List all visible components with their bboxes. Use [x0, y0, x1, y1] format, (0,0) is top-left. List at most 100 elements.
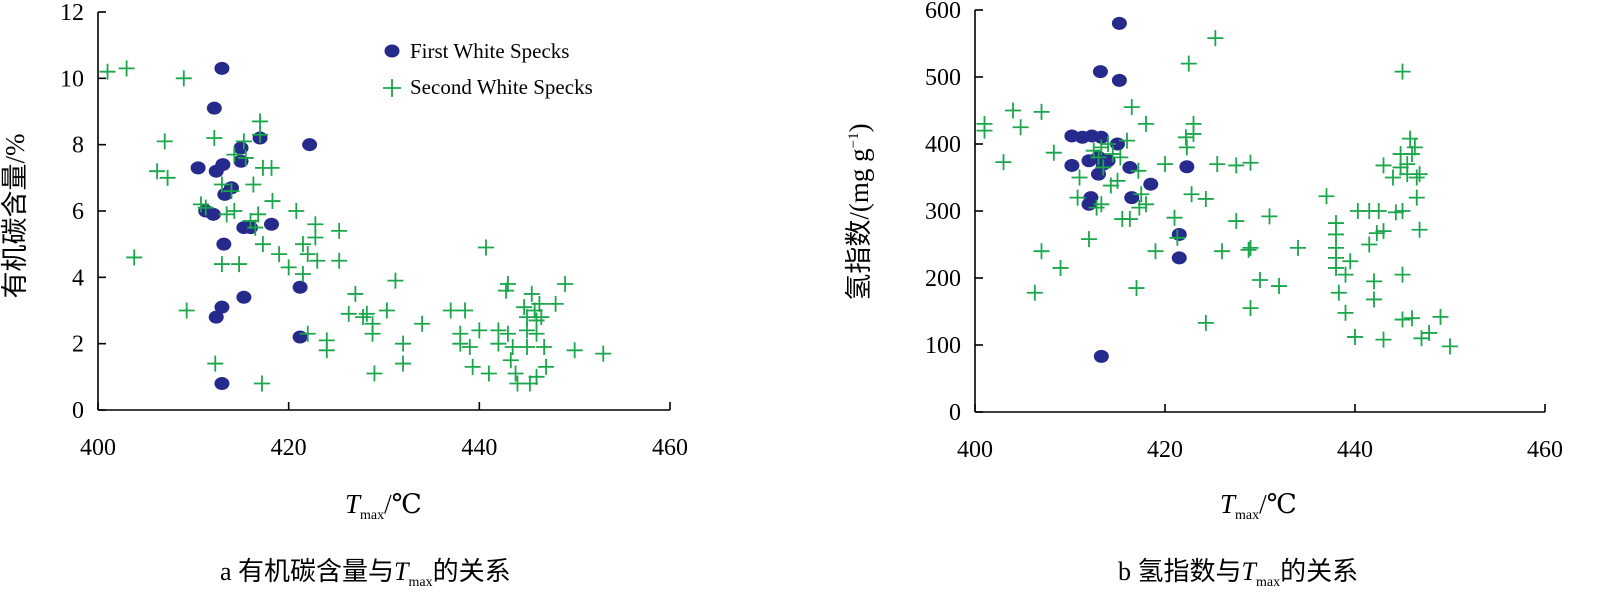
second-white-specks-point — [1411, 221, 1428, 238]
legend-first-marker — [384, 44, 400, 58]
second-white-specks-point — [1052, 259, 1069, 276]
second-white-specks-point — [213, 176, 230, 193]
y-tick-label: 6 — [72, 199, 84, 225]
second-white-specks-point — [1012, 119, 1029, 136]
second-white-specks-point — [536, 338, 553, 355]
chart-b-x-axis-label: Tmax/℃ — [1220, 489, 1297, 523]
second-white-specks-point — [1330, 284, 1347, 301]
second-white-specks-point — [355, 309, 372, 326]
chart-b-caption: b 氢指数与Tmax的关系 — [1118, 557, 1358, 590]
second-white-specks-point — [461, 338, 478, 355]
second-white-specks-point — [1432, 308, 1449, 325]
second-white-specks-point — [1347, 328, 1363, 345]
x-tick-label: 400 — [80, 435, 116, 461]
first-white-specks-point — [1171, 251, 1187, 265]
first-white-specks-point — [1083, 191, 1099, 205]
second-white-specks-point — [1328, 226, 1344, 243]
y-tick-label: 200 — [925, 266, 961, 292]
second-white-specks-point — [516, 299, 533, 316]
second-white-specks-point — [387, 272, 404, 289]
first-white-specks-point — [302, 138, 318, 152]
second-white-specks-point — [1026, 284, 1043, 301]
first-white-specks-point — [1122, 160, 1138, 174]
second-white-specks-point — [1318, 188, 1335, 205]
second-white-specks-point — [1394, 203, 1411, 219]
y-tick-label: 4 — [72, 265, 84, 291]
second-white-specks-point — [531, 295, 548, 312]
second-white-specks-point — [452, 335, 469, 352]
second-white-specks-point — [471, 322, 488, 339]
second-white-specks-point — [1045, 144, 1062, 161]
second-white-specks-point — [218, 206, 235, 223]
second-white-specks-point — [1119, 132, 1135, 149]
second-white-specks-point — [226, 146, 243, 163]
first-white-specks-point — [205, 207, 221, 221]
second-white-specks-point — [263, 159, 280, 176]
second-white-specks-point — [414, 315, 431, 332]
second-white-specks-point — [1104, 146, 1121, 163]
second-white-specks-point — [235, 133, 252, 150]
first-white-specks-point — [215, 158, 231, 172]
second-white-specks-point — [538, 358, 555, 375]
second-white-specks-point — [1404, 310, 1420, 327]
second-white-specks-point — [213, 256, 230, 273]
second-white-specks-point — [478, 239, 495, 256]
legend-second-marker — [383, 79, 401, 97]
first-white-specks-point — [214, 376, 230, 390]
second-white-specks-point — [299, 325, 316, 342]
first-white-specks-point — [1143, 177, 1159, 191]
second-white-specks-point — [1392, 159, 1409, 176]
second-white-specks-point — [1209, 156, 1226, 173]
second-white-specks-point — [1342, 253, 1359, 270]
second-white-specks-point — [1180, 55, 1197, 72]
first-white-specks-point — [208, 310, 224, 324]
second-white-specks-point — [1242, 239, 1259, 256]
second-white-specks-point — [252, 126, 269, 143]
second-white-specks-point — [271, 246, 288, 263]
chart-b-hydrogen-index: 0 100 200 300 400 500 600 400 420 440 460 氢指数/(mg … — [844, 0, 1563, 590]
second-white-specks-point — [995, 154, 1012, 171]
second-white-specks-point — [1442, 338, 1458, 355]
first-white-specks-point — [216, 237, 232, 251]
y-tick-label: 600 — [925, 0, 961, 24]
second-white-specks-point — [480, 365, 497, 382]
second-white-specks-point — [1252, 272, 1268, 289]
first-white-specks-point — [1092, 65, 1108, 79]
second-white-specks-point — [464, 358, 481, 375]
y-tick-label: 8 — [72, 133, 84, 159]
x-tick-label: 420 — [1147, 437, 1183, 463]
chart-b-axes — [974, 9, 1546, 413]
second-white-specks-point — [1100, 136, 1116, 152]
second-white-specks-point — [288, 203, 305, 219]
first-white-specks-point — [292, 330, 308, 344]
second-white-specks-point — [1394, 311, 1411, 328]
second-white-specks-point — [1093, 139, 1110, 156]
second-white-specks-point — [364, 325, 381, 342]
chart-a-axes — [97, 11, 671, 411]
second-white-specks-point — [1178, 139, 1195, 156]
second-white-specks-point — [175, 70, 192, 87]
second-white-specks-point — [1169, 229, 1186, 246]
second-white-specks-point — [490, 322, 507, 339]
second-white-specks-point — [1128, 280, 1145, 297]
second-white-specks-point — [1271, 278, 1287, 295]
second-white-specks-point — [1214, 243, 1230, 260]
second-white-specks-point — [1387, 204, 1404, 221]
second-white-specks-point — [118, 60, 135, 77]
second-white-specks-point — [1081, 231, 1097, 248]
second-white-specks-point — [557, 275, 574, 292]
second-white-specks-point — [331, 222, 348, 239]
chart-b-marks — [976, 16, 1458, 363]
second-white-specks-point — [1138, 115, 1154, 132]
second-white-specks-point — [207, 355, 224, 372]
second-white-specks-point — [1408, 189, 1425, 206]
chart-a-tick-labels: 0 2 4 6 8 10 12 400 420 440 460 — [60, 0, 688, 461]
second-white-specks-point — [149, 163, 166, 180]
second-white-specks-point — [566, 342, 583, 359]
second-white-specks-point — [1102, 177, 1119, 194]
second-white-specks-point — [253, 375, 270, 392]
second-white-specks-point — [318, 342, 335, 359]
first-white-specks-point — [1111, 73, 1127, 87]
second-white-specks-point — [507, 365, 524, 382]
second-white-specks-point — [366, 365, 383, 382]
